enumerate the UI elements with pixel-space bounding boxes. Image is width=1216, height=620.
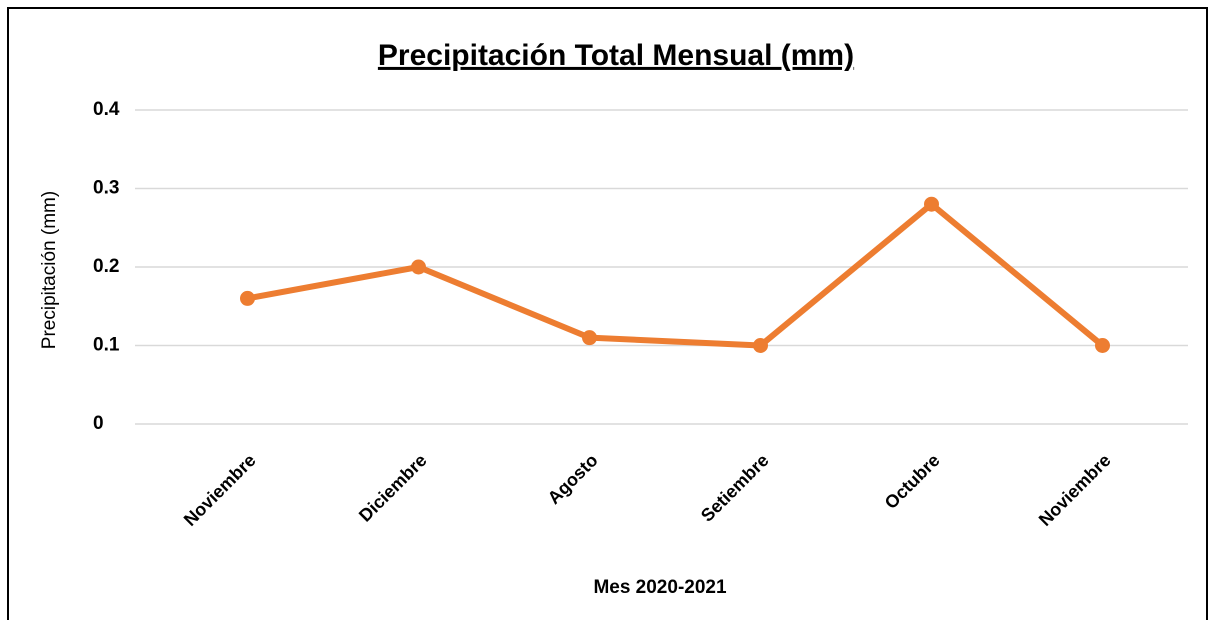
chart-title: Precipitación Total Mensual (mm) [378,39,854,72]
chart-border [7,7,1208,620]
y-tick-label: 0.2 [93,256,119,277]
data-point [582,330,597,346]
data-point [411,259,426,275]
series-line [246,201,1105,349]
x-tick-label: Diciembre [355,450,431,526]
data-point [1095,338,1110,353]
x-axis-title: Mes 2020-2021 [593,577,727,598]
y-tick-label: 0.4 [93,99,120,120]
y-tick-label: 0.3 [93,178,119,199]
data-point [753,338,768,353]
x-tick-label: Noviembre [1035,450,1115,530]
data-point [924,196,939,212]
x-tick-label: Setiembre [697,450,773,526]
data-point [240,290,255,306]
y-tick-label: 0.1 [93,335,120,356]
y-tick-label: 0 [93,413,104,434]
x-tick-label: Noviembre [180,450,260,530]
y-axis-title: Precipitación (mm) [39,191,60,349]
x-tick-label: Octubre [881,450,944,513]
x-tick-label: Agosto [544,450,602,508]
